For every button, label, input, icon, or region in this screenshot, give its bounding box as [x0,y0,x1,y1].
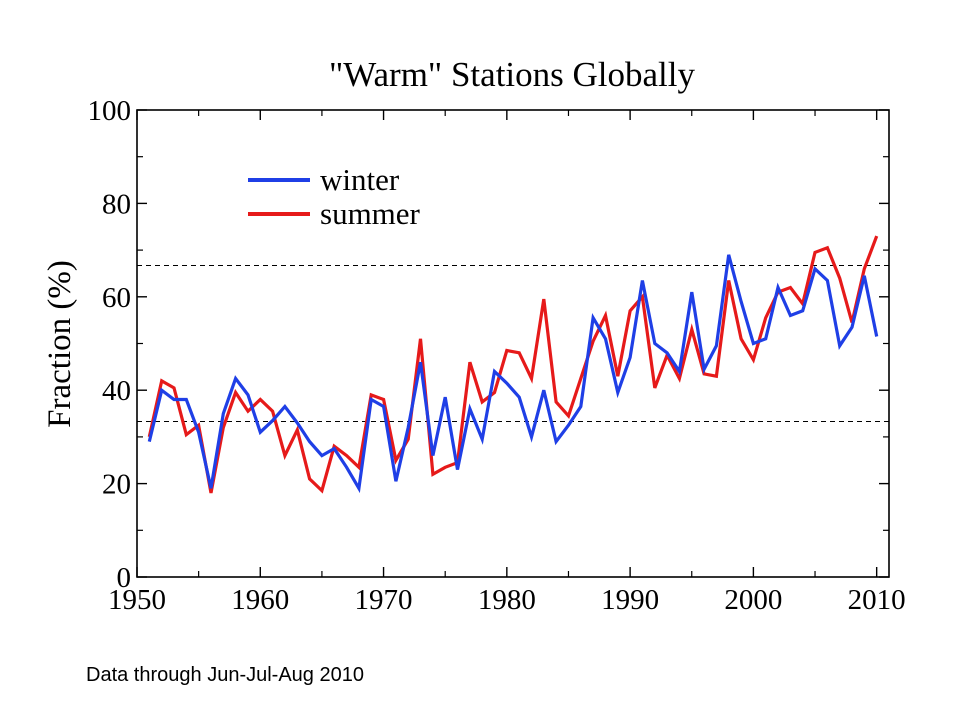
y-tick-label: 60 [102,282,131,314]
tick-labels: 1950 1960 1970 1980 1990 2000 2010 0 20 40 60 80 100 [88,95,906,616]
plot-frame [136,109,890,578]
y-tick-label: 80 [102,188,131,220]
y-tick-label: 40 [102,375,131,407]
series-lines [147,235,879,494]
y-tick-label: 20 [102,469,131,501]
y-tick-label: 100 [88,95,132,127]
data-note: Data through Jun-Jul-Aug 2010 [86,664,364,686]
chart-title: "Warm" Stations Globally [329,55,695,94]
x-tick-label: 2010 [848,584,906,616]
x-tick-label: 1960 [231,584,289,616]
x-tick-label: 2000 [724,584,782,616]
y-axis-label: Fraction (%) [42,260,78,428]
legend-label-winter: winter [320,162,400,197]
x-tick-label: 1980 [478,584,536,616]
series-line-winter [147,254,879,494]
x-tick-label: 1970 [355,584,413,616]
y-tick-label: 0 [117,562,132,594]
series-line-summer [147,235,879,494]
x-tick-label: 1950 [108,584,166,616]
x-tick-label: 1990 [601,584,659,616]
legend-label-summer: summer [320,196,421,231]
